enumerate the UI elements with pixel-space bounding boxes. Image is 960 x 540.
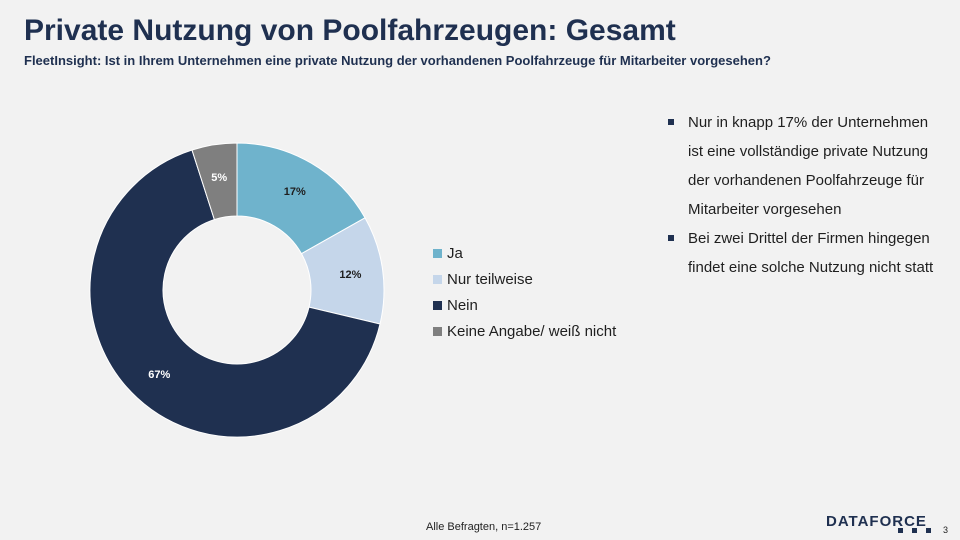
slice-data-label: 5%	[211, 172, 227, 184]
page-subtitle: FleetInsight: Ist in Ihrem Unternehmen e…	[24, 53, 771, 68]
slice-nein	[89, 149, 381, 438]
legend-item-ja: Ja	[433, 240, 616, 266]
legend-swatch	[433, 248, 442, 258]
legend-label: Ja	[447, 244, 463, 262]
page-title: Private Nutzung von Poolfahrzeugen: Gesa…	[24, 14, 676, 47]
bullet-item: Bei zwei Drittel der Firmen hingegen fin…	[668, 224, 938, 282]
legend-label: Keine Angabe/ weiß nicht	[447, 322, 617, 340]
slice-data-label: 12%	[339, 269, 361, 281]
summary-bullets: Nur in knapp 17% der Unternehmen ist ein…	[668, 108, 938, 282]
legend-label: Nein	[447, 296, 478, 314]
footnote: Alle Befragten, n=1.257	[426, 521, 542, 533]
slice-data-label: 17%	[284, 186, 306, 198]
legend-label: Nur teilweise	[447, 270, 533, 288]
bullet-item: Nur in knapp 17% der Unternehmen ist ein…	[668, 108, 938, 224]
logo-dots-icon	[898, 528, 931, 533]
bullet-marker-icon	[668, 119, 674, 125]
legend-item-nur-teilweise: Nur teilweise	[433, 266, 616, 292]
slice-keine-angabe	[191, 142, 238, 221]
slice-ja	[236, 142, 366, 255]
legend-swatch	[433, 300, 442, 310]
legend-swatch	[433, 274, 442, 284]
legend-item-nein: Nein	[433, 292, 616, 318]
bullet-text: Nur in knapp 17% der Unternehmen ist ein…	[688, 114, 929, 218]
bullet-text: Bei zwei Drittel der Firmen hingegen fin…	[688, 230, 934, 276]
chart-legend: Ja Nur teilweise Nein Keine Angabe/ weiß…	[433, 240, 616, 344]
legend-swatch	[433, 326, 442, 336]
dataforce-logo: DATAFORCE	[826, 513, 927, 530]
page-number: 3	[943, 525, 949, 535]
bullet-marker-icon	[668, 235, 674, 241]
slice-data-label: 67%	[148, 369, 170, 381]
legend-item-keine-angabe: Keine Angabe/ weiß nicht	[433, 318, 616, 344]
